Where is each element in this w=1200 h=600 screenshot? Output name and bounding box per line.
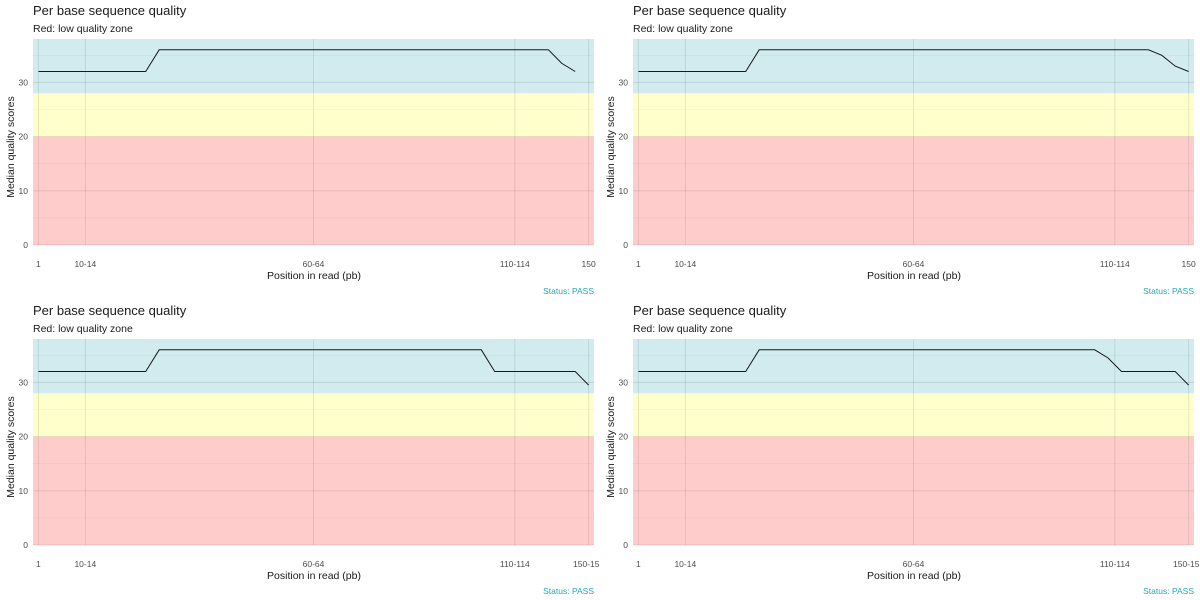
x-axis-title: Position in read (pb) xyxy=(267,270,361,282)
status-caption: Status: PASS xyxy=(1143,586,1194,596)
zone-green xyxy=(33,339,594,394)
x-axis-title: Position in read (pb) xyxy=(867,270,961,282)
y-tick-label: 20 xyxy=(619,432,629,442)
x-tick-label: 10-14 xyxy=(74,259,96,269)
x-tick-label: 10-14 xyxy=(74,559,96,569)
x-axis-title: Position in read (pb) xyxy=(267,570,361,582)
chart-title: Per base sequence quality xyxy=(633,303,787,318)
x-tick-label: 1 xyxy=(36,259,41,269)
x-tick-label: 110-114 xyxy=(500,259,530,269)
y-tick-label: 20 xyxy=(19,132,29,142)
y-tick-label: 20 xyxy=(19,432,29,442)
zone-green xyxy=(633,339,1194,394)
chart-panel-4: Per base sequence quality Red: low quali… xyxy=(600,300,1200,600)
y-axis-title: Median quality scores xyxy=(605,96,617,198)
series-line xyxy=(638,349,1189,386)
chart-panel-1: Per base sequence quality Red: low quali… xyxy=(0,0,600,300)
plot-area: 0 10 20 30 1 10-14 60-64 110-114 150-151 xyxy=(619,339,1200,569)
plot-area: 0 10 20 30 1 10-14 60-64 110-114 150 xyxy=(619,39,1196,269)
y-axis-title: Median quality scores xyxy=(5,96,17,198)
x-tick-label: 150-151 xyxy=(1173,559,1200,569)
status-caption: Status: PASS xyxy=(543,286,594,296)
chart-subtitle: Red: low quality zone xyxy=(33,323,133,335)
chart-svg: Per base sequence quality Red: low quali… xyxy=(605,3,1196,296)
y-tick-label: 10 xyxy=(19,186,29,196)
zone-red xyxy=(33,436,594,545)
chart-subtitle: Red: low quality zone xyxy=(633,323,733,335)
x-tick-label: 1 xyxy=(636,559,641,569)
x-tick-label: 60-64 xyxy=(903,559,925,569)
zone-green xyxy=(33,39,594,94)
series-line xyxy=(638,49,1189,72)
zone-yellow xyxy=(633,93,1194,137)
zone-yellow xyxy=(33,393,594,437)
y-tick-label: 0 xyxy=(23,240,28,250)
y-tick-label: 0 xyxy=(623,240,628,250)
x-tick-label: 60-64 xyxy=(303,259,325,269)
x-tick-label: 110-114 xyxy=(1100,559,1130,569)
chart-svg: Per base sequence quality Red: low quali… xyxy=(5,303,600,596)
zone-red xyxy=(33,136,594,245)
chart-panel-3: Per base sequence quality Red: low quali… xyxy=(0,300,600,600)
zone-red xyxy=(633,436,1194,545)
chart-title: Per base sequence quality xyxy=(633,3,787,18)
y-tick-label: 10 xyxy=(619,186,629,196)
y-tick-label: 30 xyxy=(19,77,29,87)
x-tick-label: 150-151 xyxy=(573,559,600,569)
x-tick-label: 110-114 xyxy=(500,559,530,569)
x-tick-label: 60-64 xyxy=(903,259,925,269)
x-tick-label: 150 xyxy=(582,259,596,269)
x-tick-label: 10-14 xyxy=(674,559,696,569)
y-tick-label: 30 xyxy=(19,377,29,387)
chart-title: Per base sequence quality xyxy=(33,303,187,318)
status-caption: Status: PASS xyxy=(543,586,594,596)
chart-svg: Per base sequence quality Red: low quali… xyxy=(5,3,596,296)
zone-red xyxy=(633,136,1194,245)
y-axis-title: Median quality scores xyxy=(605,396,617,498)
series-line xyxy=(38,49,576,72)
chart-title: Per base sequence quality xyxy=(33,3,187,18)
zone-green xyxy=(633,39,1194,94)
chart-subtitle: Red: low quality zone xyxy=(33,23,133,35)
x-tick-label: 1 xyxy=(636,259,641,269)
status-caption: Status: PASS xyxy=(1143,286,1194,296)
x-tick-label: 10-14 xyxy=(674,259,696,269)
y-tick-label: 10 xyxy=(19,486,29,496)
series-line xyxy=(38,349,589,386)
y-tick-label: 30 xyxy=(619,77,629,87)
y-axis-title: Median quality scores xyxy=(5,396,17,498)
y-tick-label: 0 xyxy=(23,540,28,550)
x-tick-label: 1 xyxy=(36,559,41,569)
x-axis-title: Position in read (pb) xyxy=(867,570,961,582)
y-tick-label: 0 xyxy=(623,540,628,550)
plot-area: 0 10 20 30 1 10-14 60-64 110-114 150 xyxy=(19,39,596,269)
chart-svg: Per base sequence quality Red: low quali… xyxy=(605,303,1200,596)
chart-panel-2: Per base sequence quality Red: low quali… xyxy=(600,0,1200,300)
zone-yellow xyxy=(633,393,1194,437)
y-tick-label: 20 xyxy=(619,132,629,142)
x-tick-label: 60-64 xyxy=(303,559,325,569)
x-tick-label: 110-114 xyxy=(1100,259,1130,269)
chart-subtitle: Red: low quality zone xyxy=(633,23,733,35)
x-tick-label: 150 xyxy=(1182,259,1196,269)
zone-yellow xyxy=(33,93,594,137)
y-tick-label: 30 xyxy=(619,377,629,387)
plot-area: 0 10 20 30 1 10-14 60-64 110-114 150-151 xyxy=(19,339,600,569)
y-tick-label: 10 xyxy=(619,486,629,496)
